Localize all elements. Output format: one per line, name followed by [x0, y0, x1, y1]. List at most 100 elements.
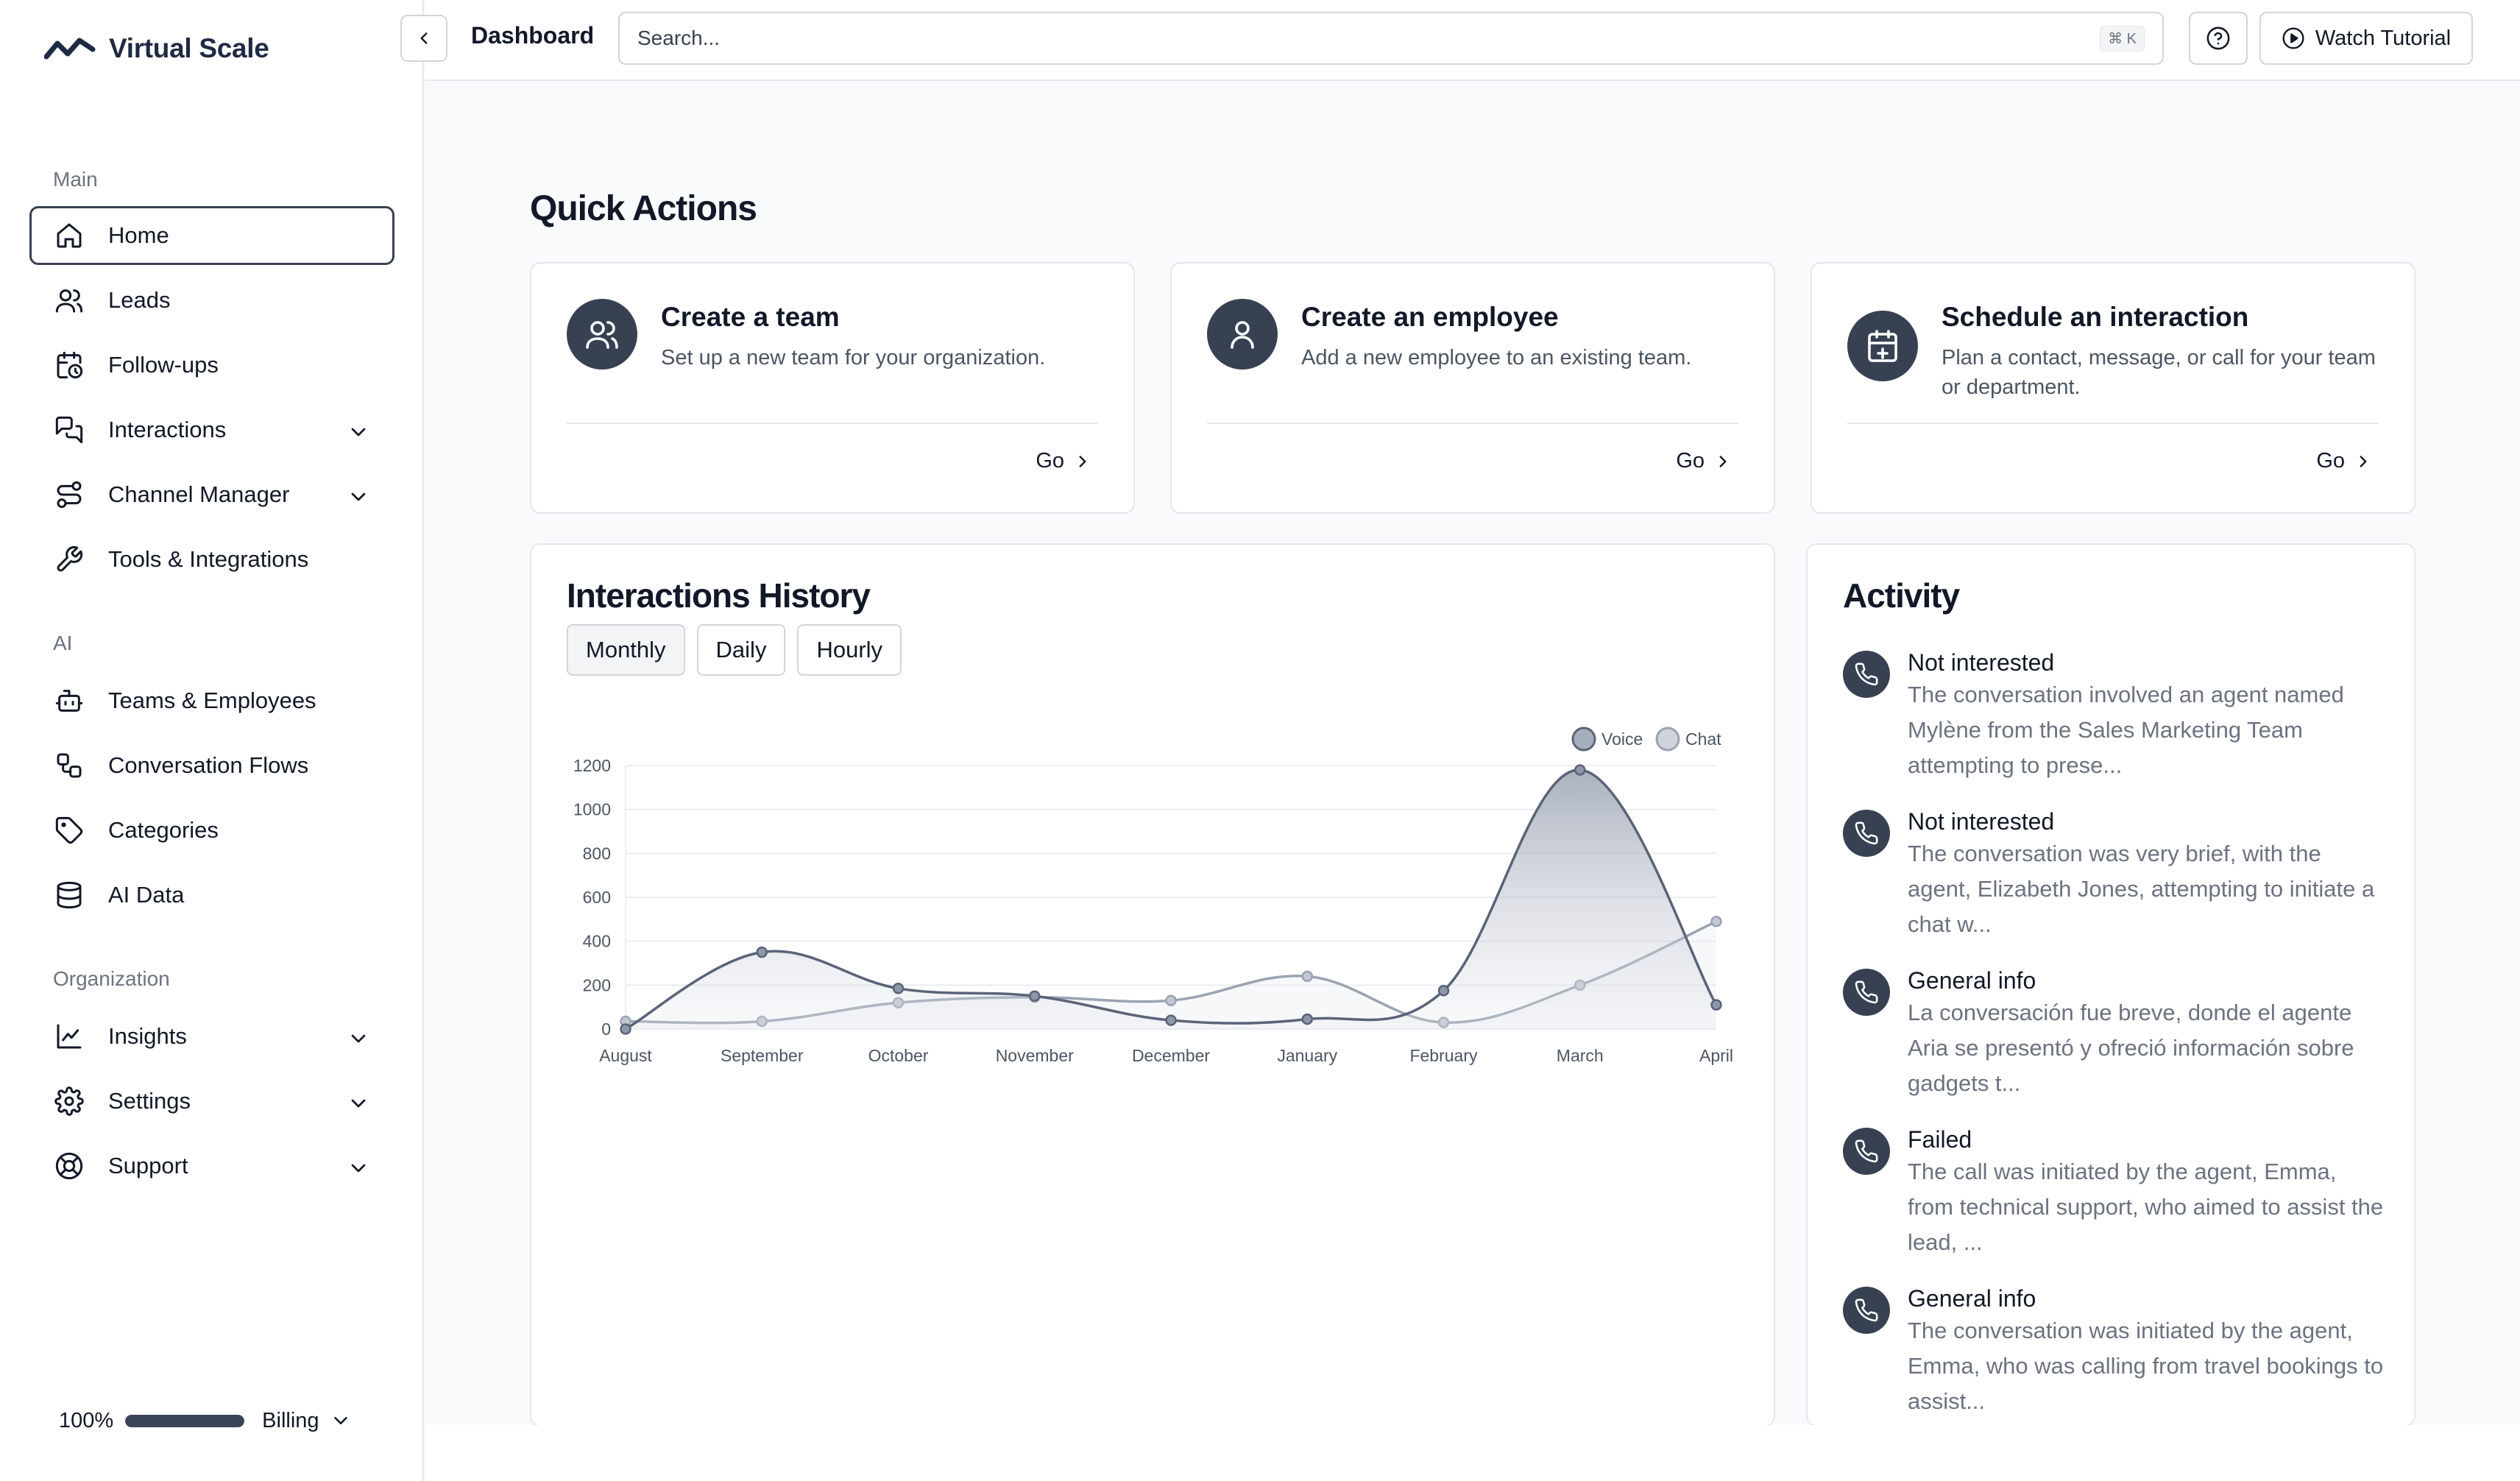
- search-input[interactable]: [637, 26, 2100, 50]
- sidebar-item-teams-employees[interactable]: Teams & Employees: [29, 671, 394, 730]
- sidebar-item-ai-data[interactable]: AI Data: [29, 866, 394, 925]
- sidebar: Virtual Scale Main Home Leads Follow-ups…: [0, 0, 424, 1481]
- sidebar-item-label: AI Data: [108, 882, 185, 908]
- activity-item-description: The conversation was initiated by the ag…: [1908, 1318, 2384, 1414]
- voice-data-point: [892, 983, 905, 994]
- users-icon: [54, 285, 85, 316]
- activity-item[interactable]: Not interested The conversation was very…: [1843, 807, 2388, 966]
- sidebar-item-tools-integrations[interactable]: Tools & Integrations: [29, 530, 394, 589]
- collapse-sidebar-button[interactable]: [400, 15, 447, 62]
- x-tick-label: August: [599, 1046, 652, 1065]
- page-title: Dashboard: [471, 22, 595, 49]
- activity-item[interactable]: General info La conversación fue breve, …: [1843, 966, 2388, 1125]
- chevron-down-icon[interactable]: [347, 485, 370, 509]
- phone-icon: [1843, 810, 1890, 857]
- chevron-down-icon[interactable]: [347, 420, 370, 444]
- billing-dropdown[interactable]: Billing: [262, 1409, 351, 1433]
- chevron-left-icon: [414, 29, 433, 48]
- help-circle-icon: [2206, 26, 2231, 51]
- go-button[interactable]: Go: [2316, 449, 2373, 473]
- y-tick-label: 200: [583, 975, 611, 994]
- user-icon: [1207, 299, 1278, 370]
- sidebar-item-insights[interactable]: Insights: [29, 1007, 394, 1066]
- sidebar-item-support[interactable]: Support: [29, 1137, 394, 1195]
- activity-item[interactable]: Not interested The conversation involved…: [1843, 648, 2388, 807]
- sidebar-item-label: Conversation Flows: [108, 752, 309, 778]
- workflow-icon: [54, 750, 85, 781]
- usage-percent: 100%: [59, 1408, 114, 1432]
- activity-item-title: Not interested: [1908, 808, 2055, 835]
- x-tick-label: January: [1277, 1046, 1337, 1065]
- search-bar[interactable]: ⌘ K: [618, 12, 2164, 65]
- activity-item-description: The conversation was very brief, with th…: [1908, 841, 2375, 937]
- quick-action-card-create-team[interactable]: Create a team Set up a new team for your…: [530, 262, 1135, 514]
- legend-swatch: [1655, 727, 1680, 752]
- brand[interactable]: Virtual Scale: [44, 29, 269, 68]
- x-tick-label: November: [996, 1046, 1074, 1065]
- go-button[interactable]: Go: [1036, 449, 1092, 473]
- chevron-right-icon: [1073, 452, 1092, 471]
- sidebar-item-label: Settings: [108, 1088, 191, 1114]
- quick-action-description: Add a new employee to an existing team.: [1301, 346, 1692, 370]
- page-bottom: [425, 1425, 2520, 1481]
- activity-item-title: Not interested: [1908, 649, 2055, 676]
- usage-progress-bar: [125, 1414, 245, 1427]
- y-tick-label: 400: [583, 932, 611, 951]
- go-label: Go: [1676, 449, 1705, 473]
- watch-tutorial-button[interactable]: Watch Tutorial: [2259, 12, 2473, 65]
- sidebar-item-follow-ups[interactable]: Follow-ups: [29, 336, 394, 395]
- bot-icon: [54, 685, 85, 716]
- sidebar-item-leads[interactable]: Leads: [29, 271, 394, 330]
- chevron-down-icon[interactable]: [347, 1156, 370, 1180]
- messages-icon: [54, 414, 85, 445]
- sidebar-item-interactions[interactable]: Interactions: [29, 400, 394, 459]
- gear-icon: [54, 1086, 85, 1117]
- tab-hourly[interactable]: Hourly: [797, 624, 902, 676]
- sidebar-item-label: Tools & Integrations: [108, 546, 309, 572]
- phone-icon: [1843, 1287, 1890, 1334]
- search-shortcut: ⌘ K: [2100, 25, 2145, 52]
- chevron-down-icon[interactable]: [347, 1027, 370, 1050]
- sidebar-item-label: Leads: [108, 287, 171, 313]
- quick-action-description: Set up a new team for your organization.: [661, 346, 1046, 370]
- brand-name: Virtual Scale: [109, 33, 269, 63]
- phone-icon: [1843, 969, 1890, 1016]
- sidebar-item-home[interactable]: Home: [29, 206, 394, 265]
- sidebar-item-conversation-flows[interactable]: Conversation Flows: [29, 736, 394, 795]
- sidebar-item-label: Interactions: [108, 417, 227, 442]
- activity-item-description: La conversación fue breve, donde el agen…: [1908, 1000, 2354, 1096]
- chevron-right-icon: [1713, 452, 1733, 471]
- activity-item-title: General info: [1908, 1285, 2036, 1312]
- section-label-main: Main: [53, 168, 98, 191]
- tab-monthly[interactable]: Monthly: [567, 624, 685, 676]
- voice-data-point: [1437, 985, 1450, 997]
- chat-data-point: [1301, 970, 1313, 983]
- activity-item[interactable]: General info The conversation was initia…: [1843, 1284, 2388, 1425]
- line-chart-icon: [54, 1021, 85, 1052]
- chevron-right-icon: [2354, 452, 2373, 471]
- sidebar-item-label: Insights: [108, 1023, 187, 1049]
- activity-item-title: General info: [1908, 967, 2036, 994]
- chat-data-point: [1165, 994, 1177, 1006]
- sidebar-item-settings[interactable]: Settings: [29, 1072, 394, 1131]
- voice-data-point: [1301, 1013, 1313, 1025]
- help-button[interactable]: [2189, 12, 2248, 65]
- quick-action-card-schedule-interaction[interactable]: Schedule an interaction Plan a contact, …: [1811, 262, 2415, 514]
- database-icon: [54, 880, 85, 911]
- sidebar-item-categories[interactable]: Categories: [29, 801, 394, 860]
- activity-item[interactable]: Failed The call was initiated by the age…: [1843, 1125, 2388, 1284]
- play-circle-icon: [2282, 26, 2305, 50]
- go-label: Go: [2316, 449, 2345, 473]
- quick-action-title: Schedule an interaction: [1942, 302, 2249, 332]
- x-tick-label: February: [1409, 1046, 1478, 1065]
- users-icon: [567, 299, 637, 370]
- chart-legend: Voice Chat: [1571, 727, 1721, 752]
- sidebar-item-label: Home: [108, 222, 169, 248]
- quick-action-card-create-employee[interactable]: Create an employee Add a new employee to…: [1170, 262, 1775, 514]
- sidebar-item-channel-manager[interactable]: Channel Manager: [29, 465, 394, 524]
- tag-icon: [54, 815, 85, 846]
- go-button[interactable]: Go: [1676, 449, 1733, 473]
- chevron-down-icon[interactable]: [347, 1092, 370, 1115]
- quick-action-title: Create a team: [661, 302, 840, 332]
- tab-daily[interactable]: Daily: [696, 624, 786, 676]
